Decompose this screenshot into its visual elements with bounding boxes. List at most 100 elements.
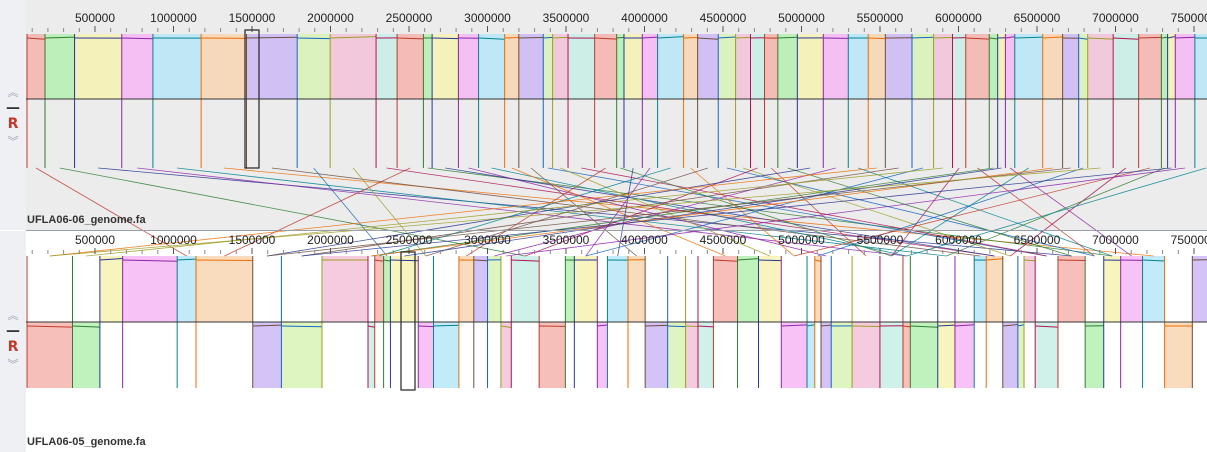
genome1-lcb-block[interactable] [1005, 34, 1015, 99]
genome2-lcb-block[interactable] [627, 256, 646, 322]
genome2-lcb-block[interactable] [937, 322, 955, 388]
genome1-lcb-block[interactable] [933, 34, 953, 99]
genome2-lcb-block[interactable] [879, 322, 903, 388]
genome2-lcb-block[interactable] [974, 256, 987, 322]
genome1-lcb-block[interactable] [568, 34, 595, 99]
genome2-lcb-block[interactable] [177, 256, 197, 322]
genome1-lcb-block[interactable] [27, 34, 46, 99]
genome1-lcb-block[interactable] [518, 34, 544, 99]
genome1-lcb-block[interactable] [823, 34, 849, 99]
genome1-lcb-block[interactable] [750, 34, 765, 99]
genome2-lcb-block[interactable] [667, 322, 686, 388]
genome1-lcb-block[interactable] [997, 34, 1006, 99]
genome1-lcb-block[interactable] [868, 34, 886, 99]
genome2-lcb-block[interactable] [954, 322, 975, 388]
genome2-lcb-block[interactable] [1057, 256, 1086, 322]
genome1-lcb-block[interactable] [74, 34, 122, 99]
genome1-lcb-block[interactable] [1161, 34, 1168, 99]
genome2-lcb-block[interactable] [713, 256, 738, 322]
genome2-lcb-block[interactable] [758, 256, 782, 322]
genome2-lcb-block[interactable] [831, 322, 853, 388]
genome2-lcb-block[interactable] [390, 256, 419, 322]
genome2-lcb-block[interactable] [565, 256, 575, 322]
genome1-lcb-block[interactable] [848, 34, 869, 99]
genome2-lcb-block[interactable] [122, 256, 178, 322]
genome1-lcb-block[interactable] [1042, 34, 1063, 99]
genome1-lcb-block[interactable] [458, 34, 479, 99]
genome1-lcb-block[interactable] [965, 34, 990, 99]
genome2-lcb-block[interactable] [1164, 322, 1193, 388]
genome1-lcb-block[interactable] [764, 34, 778, 99]
genome2-hide-icon[interactable]: — [6, 323, 20, 339]
genome1-lcb-block[interactable] [423, 34, 433, 99]
genome1-lcb-block[interactable] [1113, 34, 1139, 99]
genome1-lcb-block[interactable] [1062, 34, 1079, 99]
genome1-lcb-block[interactable] [478, 34, 505, 99]
genome2-lcb-block[interactable] [1035, 322, 1058, 388]
genome1-lcb-block[interactable] [697, 34, 719, 99]
genome1-lcb-block[interactable] [1194, 34, 1207, 99]
genome2-lcb-block[interactable] [1120, 256, 1143, 322]
genome1-lcb-block[interactable] [777, 34, 798, 99]
genome2-lcb-block[interactable] [910, 322, 938, 388]
genome2-lcb-block[interactable] [607, 256, 628, 322]
genome1-lcb-block[interactable] [330, 34, 377, 99]
genome2-lcb-block[interactable] [99, 256, 123, 322]
genome1-hide-icon[interactable]: — [6, 100, 20, 116]
genome2-selected-lcb[interactable] [400, 251, 416, 391]
genome2-lcb-block[interactable] [487, 256, 501, 322]
genome2-lcb-block[interactable] [418, 322, 434, 388]
genome2-lcb-block[interactable] [902, 322, 911, 388]
genome2-lcb-block[interactable] [737, 256, 759, 322]
genome2-lcb-block[interactable] [852, 322, 880, 388]
genome1-lcb-block[interactable] [657, 34, 684, 99]
genome2-lcb-block[interactable] [1085, 322, 1104, 388]
genome2-lcb-block[interactable] [574, 256, 598, 322]
genome2-lcb-block[interactable] [685, 322, 698, 388]
genome2-lcb-block[interactable] [383, 256, 391, 322]
genome1-lcb-block[interactable] [297, 34, 331, 99]
genome1-lcb-block[interactable] [642, 34, 658, 99]
genome1-lcb-block[interactable] [594, 34, 617, 99]
genome1-lcb-block[interactable] [989, 34, 998, 99]
genome2-lcb-block[interactable] [27, 322, 73, 388]
genome2-lcb-block[interactable] [374, 256, 384, 322]
genome1-lcb-block[interactable] [1087, 34, 1114, 99]
genome1-move-up-icon[interactable]: ︽ [7, 86, 19, 99]
genome1-lcb-block[interactable] [376, 34, 398, 99]
genome1-lcb-block[interactable] [797, 34, 824, 99]
genome2-lcb-block[interactable] [821, 322, 832, 388]
genome1-lcb-block[interactable] [1175, 34, 1195, 99]
genome2-lcb-block[interactable] [473, 256, 488, 322]
genome1-lcb-block[interactable] [718, 34, 736, 99]
genome1-lcb-block[interactable] [397, 34, 424, 99]
genome1-lcb-block[interactable] [552, 34, 569, 99]
genome1-lcb-block[interactable] [432, 34, 459, 99]
genome2-lcb-block[interactable] [500, 322, 512, 388]
genome2-move-up-icon[interactable]: ︽ [7, 309, 19, 322]
genome2-lcb-block[interactable] [597, 322, 608, 388]
genome2-lcb-block[interactable] [807, 322, 815, 388]
genome2-lcb-block[interactable] [252, 322, 282, 388]
genome1-lcb-block[interactable] [1078, 34, 1088, 99]
genome1-lcb-block[interactable] [45, 34, 75, 99]
genome1-lcb-block[interactable] [121, 34, 153, 99]
genome2-move-down-icon[interactable]: ︾ [7, 358, 19, 371]
genome1-lcb-block[interactable] [735, 34, 751, 99]
genome2-lcb-block[interactable] [645, 322, 668, 388]
genome2-lcb-block[interactable] [1002, 322, 1018, 388]
genome2-lcb-block[interactable] [72, 322, 100, 388]
genome1-reverse-button[interactable]: R [7, 116, 19, 132]
genome1-lcb-block[interactable] [246, 34, 298, 99]
genome2-lcb-block[interactable] [1142, 256, 1165, 322]
genome1-lcb-block[interactable] [1167, 34, 1176, 99]
genome2-lcb-block[interactable] [281, 322, 322, 388]
genome1-lcb-block[interactable] [912, 34, 934, 99]
genome1-lcb-block[interactable] [683, 34, 698, 99]
genome1-lcb-block[interactable] [623, 34, 643, 99]
genome1-lcb-block[interactable] [201, 34, 247, 99]
genome2-lcb-block[interactable] [814, 256, 822, 322]
genome1-move-down-icon[interactable]: ︾ [7, 135, 19, 148]
genome1-lcb-block[interactable] [616, 34, 624, 99]
genome2-lcb-block[interactable] [433, 322, 459, 388]
